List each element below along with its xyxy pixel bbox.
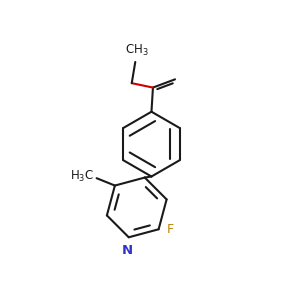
Text: CH$_3$: CH$_3$ [125, 43, 148, 58]
Text: H$_3$C: H$_3$C [70, 169, 94, 184]
Text: F: F [167, 224, 174, 236]
Text: N: N [122, 244, 133, 257]
